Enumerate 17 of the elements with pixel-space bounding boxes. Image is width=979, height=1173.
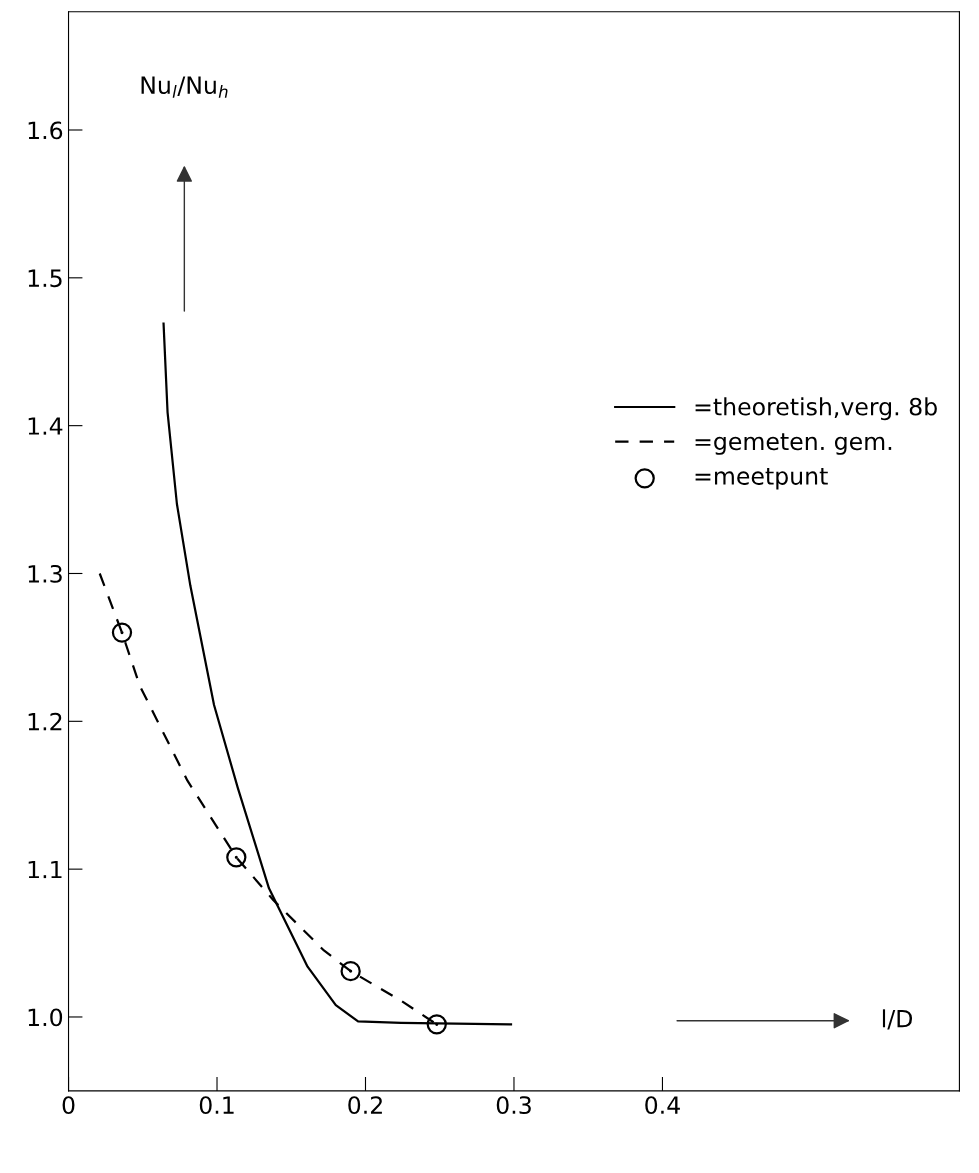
legend-label: =meetpunt: [695, 467, 828, 490]
legend-label: =theoretish,verg. 8b: [695, 397, 937, 421]
x-tick-label: 0.2: [348, 1096, 382, 1115]
y-tick-label: 1.6: [28, 121, 63, 140]
y-tick-label: 1.3: [28, 564, 62, 583]
x-tick-label: 0.3: [496, 1096, 531, 1115]
x-axis-title: l/D: [882, 1009, 913, 1030]
x-tick-label: 0.4: [645, 1096, 680, 1115]
y-tick-label: 1.1: [28, 860, 62, 879]
y-tick-label: 1.4: [28, 417, 63, 435]
x-tick-label: 0.1: [199, 1096, 234, 1115]
legend-label: =gemeten. gem.: [695, 433, 892, 455]
y-axis-title: Nu$_{l}$/Nu$_{h}$: [141, 76, 228, 98]
y-tick-label: 1.5: [28, 269, 62, 288]
y-tick-label: 1.0: [28, 1008, 63, 1027]
x-tick-label: 0: [62, 1096, 75, 1115]
y-tick-label: 1.2: [28, 712, 62, 731]
